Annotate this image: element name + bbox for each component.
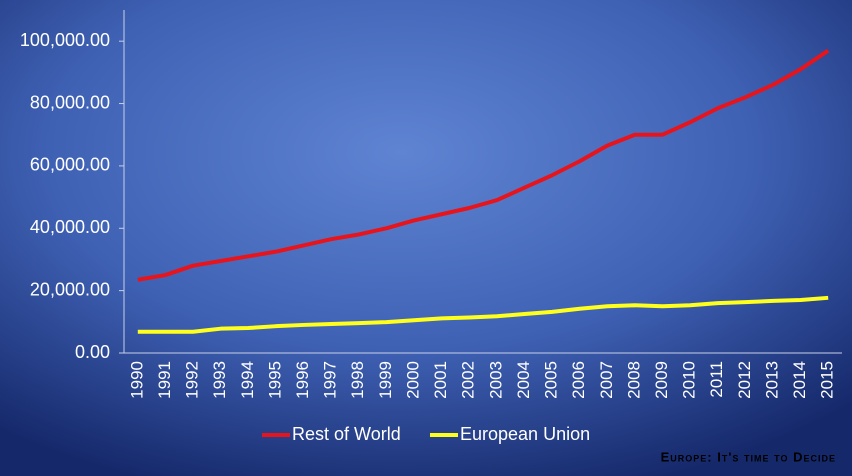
series-line [137,295,829,334]
x-tick-label: 2012 [735,361,754,399]
x-tick-label: 1997 [321,361,340,399]
y-tick-label: 80,000.00 [30,92,110,112]
x-tick-label: 2015 [818,361,837,399]
x-tick-label: 2007 [597,361,616,399]
legend-label: European Union [460,424,590,444]
x-tick-label: 2000 [403,361,422,399]
series-line [137,48,830,282]
x-tick-label: 1993 [210,361,229,399]
x-tick-label: 2014 [790,361,809,399]
x-tick-label: 2004 [514,361,533,399]
y-tick-label: 20,000.00 [30,279,110,299]
x-tick-label: 1996 [293,361,312,399]
y-tick-label: 0.00 [75,342,110,362]
legend-label: Rest of World [292,424,401,444]
x-tick-label: 1991 [155,361,174,399]
footer: Europe: It's time to Decide [661,449,836,464]
x-tick-label: 2008 [624,361,643,399]
x-tick-label: 2013 [762,361,781,399]
x-tick-label: 2011 [707,361,726,398]
x-tick-label: 2009 [652,361,671,399]
x-tick-label: 1998 [348,361,367,399]
x-tick-label: 2006 [569,361,588,399]
x-tick-label: 1994 [238,361,257,399]
y-tick-label: 100,000.00 [20,30,110,50]
x-tick-label: 2002 [459,361,478,399]
y-tick-label: 60,000.00 [30,155,110,175]
x-tick-label: 1999 [376,361,395,399]
y-tick-label: 40,000.00 [30,217,110,237]
x-tick-label: 2010 [680,361,699,399]
x-tick-label: 2005 [542,361,561,399]
x-tick-label: 2001 [431,361,450,399]
x-tick-label: 1995 [265,361,284,399]
x-tick-label: 1990 [127,361,146,399]
x-tick-label: 1992 [183,361,202,399]
x-tick-label: 2003 [486,361,505,399]
